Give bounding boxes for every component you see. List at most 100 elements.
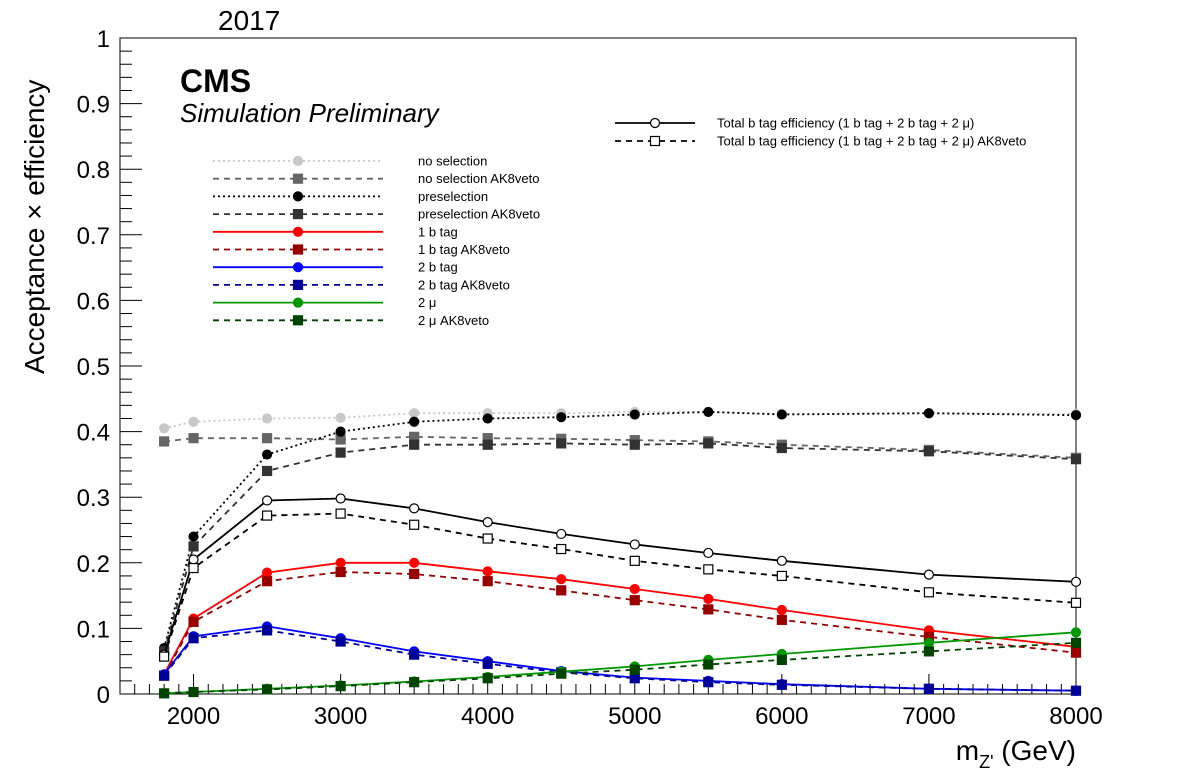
data-point (923, 408, 935, 419)
y-tick-label: 0.5 (77, 354, 110, 381)
data-point (1070, 647, 1082, 658)
data-point (1070, 637, 1082, 648)
data-point (292, 279, 304, 290)
x-tick-label: 3000 (314, 703, 367, 730)
data-point (923, 587, 935, 598)
data-point (923, 637, 935, 648)
data-point (261, 567, 273, 578)
legend-main: no selection no selection AK8veto preselec… (213, 154, 540, 328)
data-point (159, 688, 170, 699)
data-point (409, 557, 420, 568)
data-point (703, 659, 714, 670)
data-point (261, 576, 273, 587)
data-point (556, 543, 567, 555)
legend-label: no selection (418, 154, 487, 169)
data-point (776, 614, 787, 625)
data-point (292, 155, 304, 167)
data-point (1070, 597, 1082, 608)
series-line (163, 512, 1077, 657)
data-point (703, 677, 714, 688)
data-point (776, 442, 787, 454)
y-tick-label: 0.9 (77, 92, 110, 119)
data-point (1070, 454, 1082, 465)
data-point (703, 593, 714, 604)
data-point (261, 625, 273, 636)
legend-label: 1 b tag AK8veto (418, 242, 510, 257)
y-tick-label: 0.3 (77, 485, 110, 512)
data-point (409, 439, 420, 450)
data-point (556, 574, 567, 585)
data-point (482, 413, 493, 424)
y-tick-label: 0 (97, 682, 110, 709)
data-point (188, 531, 199, 542)
data-point (188, 616, 199, 627)
data-point (556, 528, 567, 540)
data-point (292, 315, 304, 326)
data-point (335, 557, 346, 568)
data-point (409, 503, 420, 514)
y-tick-label: 0.1 (77, 616, 110, 643)
legend-label: Total b tag efficiency (1 b tag + 2 b ta… (717, 116, 974, 131)
data-point (261, 449, 273, 460)
data-point (556, 585, 567, 596)
series-line (164, 435, 1077, 459)
data-point (409, 408, 420, 419)
data-point (292, 297, 304, 308)
series-1 (159, 406, 1082, 434)
data-point (335, 508, 346, 519)
data-point (482, 517, 493, 528)
series-line (163, 561, 1077, 675)
data-point (629, 664, 640, 675)
data-point (188, 541, 199, 552)
data-point (292, 209, 304, 220)
series-6 (159, 566, 1082, 681)
data-point (556, 412, 567, 423)
data-point (261, 465, 273, 477)
data-point (261, 433, 273, 444)
data-point (1070, 410, 1082, 421)
data-point (188, 433, 199, 444)
legend-total: Total b tag efficiency (1 b tag + 2 b ta… (615, 116, 1026, 149)
data-point (335, 566, 346, 578)
data-point (335, 412, 346, 423)
legend-label: 2 b tag (418, 260, 458, 275)
x-tick-label: 4000 (461, 703, 514, 730)
data-point (335, 636, 346, 647)
data-point (335, 426, 346, 437)
data-point (923, 646, 935, 657)
series-4 (159, 438, 1082, 657)
legend-label: preselection (418, 189, 488, 204)
x-axis-title-sub: Z' (979, 752, 993, 772)
series-line (163, 629, 1077, 692)
series-10 (159, 637, 1082, 699)
data-point (482, 566, 493, 577)
legend-label: no selection AK8veto (418, 171, 539, 186)
data-point (776, 604, 787, 616)
data-point (159, 436, 170, 447)
data-point (482, 658, 493, 669)
series-3 (159, 406, 1082, 654)
axis-ticks (119, 37, 1077, 695)
legend-label: 2 b tag AK8veto (418, 277, 510, 292)
x-tick-label: 8000 (1049, 703, 1102, 730)
series-line (163, 442, 1077, 652)
simulation-label: Simulation Preliminary (180, 98, 441, 128)
legend-label: 2 μ (418, 295, 436, 310)
data-point (923, 683, 935, 694)
data-point (776, 679, 787, 690)
data-point (409, 568, 420, 580)
data-point (776, 555, 787, 566)
data-point (1070, 576, 1082, 587)
series-line (163, 410, 1077, 649)
y-tick-label: 0.7 (77, 223, 110, 250)
series-line (163, 410, 1077, 430)
data-point (649, 135, 661, 147)
data-point (923, 569, 935, 580)
x-tick-label: 5000 (608, 703, 661, 730)
data-point (556, 438, 567, 449)
x-axis-title-unit: (GeV) (994, 735, 1076, 766)
y-tick-label: 0.4 (77, 420, 110, 447)
data-point (482, 673, 493, 684)
data-point (776, 654, 787, 665)
